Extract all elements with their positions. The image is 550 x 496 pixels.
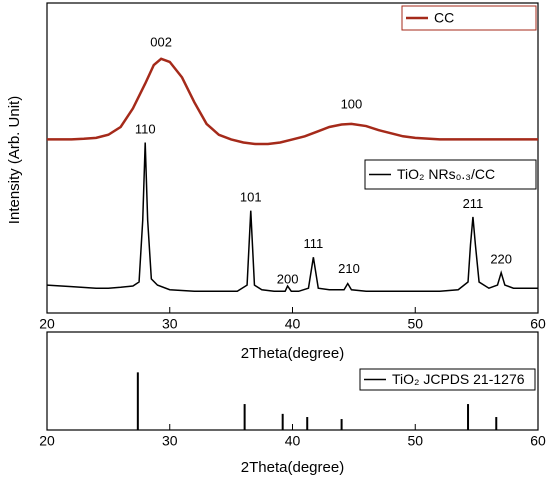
peak-label: 100 <box>341 97 363 112</box>
peak-label: 210 <box>338 261 360 276</box>
x-tick-label: 40 <box>285 433 301 449</box>
peak-label: 110 <box>135 122 156 137</box>
legend-box <box>364 159 537 190</box>
x-axis-label: 2Theta(degree) <box>241 345 344 362</box>
peak-label: 101 <box>240 190 262 205</box>
x-axis-label: 2Theta(degree) <box>241 459 344 476</box>
series-line <box>46 142 538 293</box>
legend-label: CC <box>434 10 454 26</box>
peak-label: 111 <box>303 236 323 251</box>
y-axis-label: Intensity (Arb. Unit) <box>6 96 23 224</box>
legend-label: TiO₂ JCPDS 21-1276 <box>392 371 525 387</box>
x-tick-label: 20 <box>39 316 55 332</box>
peak-label: 200 <box>277 272 299 287</box>
x-tick-label: 50 <box>407 316 423 332</box>
peak-label: 211 <box>463 196 484 211</box>
x-tick-label: 30 <box>162 316 178 332</box>
x-tick-label: 50 <box>407 433 423 449</box>
x-tick-label: 30 <box>162 433 178 449</box>
plot-frame <box>46 2 539 314</box>
series-line <box>47 57 538 146</box>
x-tick-label: 40 <box>285 316 301 332</box>
x-tick-label: 60 <box>530 316 546 332</box>
peak-label: 002 <box>150 35 172 50</box>
peak-label: 220 <box>490 252 512 267</box>
x-tick-label: 20 <box>39 433 55 449</box>
legend-label: TiO₂ NRs₀.₃/CC <box>397 166 495 182</box>
x-tick-label: 60 <box>530 433 546 449</box>
legend-box <box>359 368 536 391</box>
